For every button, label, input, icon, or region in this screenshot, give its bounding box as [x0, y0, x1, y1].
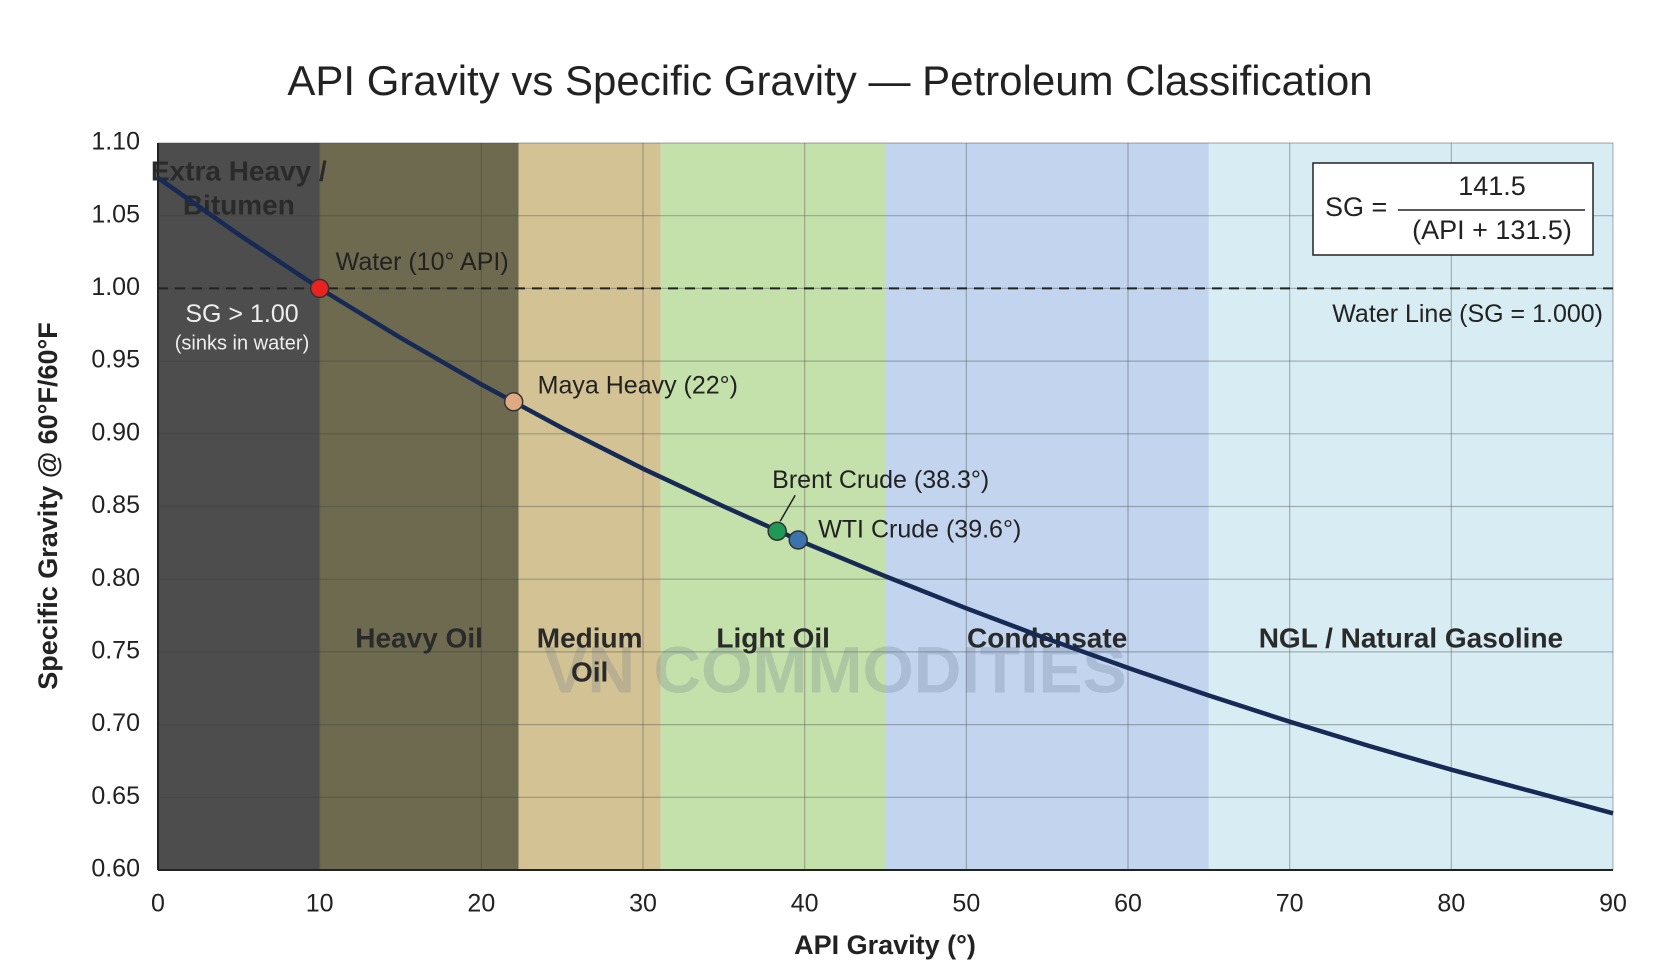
y-tick-label: 0.65: [91, 782, 140, 810]
region: [885, 143, 1209, 870]
y-tick-label: 1.10: [91, 128, 140, 156]
formula: SG = 141.5 (API + 131.5): [1312, 162, 1594, 256]
leader-line: [779, 494, 796, 522]
region-label: Light Oil: [716, 622, 830, 653]
formula-box: [1312, 162, 1594, 256]
annotation: (sinks in water): [175, 333, 309, 355]
x-axis-label: API Gravity (°): [794, 930, 976, 960]
x-tick-label: 80: [1437, 890, 1465, 918]
x-tick-label: 10: [306, 890, 334, 918]
annotation: SG > 1.00: [185, 300, 298, 328]
point-label: Water (10° API): [336, 248, 509, 276]
region: [319, 143, 519, 870]
data-line: [156, 176, 1614, 816]
reference-label: Water Line (SG = 1.000): [1332, 300, 1603, 328]
y-tick-label: 0.85: [91, 491, 140, 519]
x-tick-label: 90: [1599, 890, 1627, 918]
data-point: [503, 392, 524, 412]
y-axis-label: Specific Gravity @ 60°F/60°F: [33, 322, 63, 690]
watermark: VN COMMODITIES: [543, 632, 1126, 706]
formula-lhs: SG =: [1325, 192, 1387, 222]
y-tick-label: 1.05: [91, 200, 140, 228]
data-point: [767, 521, 787, 541]
data-point: [309, 278, 330, 299]
region-label: Medium: [537, 622, 643, 653]
region: [158, 143, 320, 870]
region-label: Bitumen: [183, 189, 295, 220]
y-tick-label: 0.60: [91, 855, 140, 883]
x-tick-label: 30: [629, 890, 657, 918]
x-tick-label: 50: [952, 890, 980, 918]
y-tick-label: 0.75: [91, 637, 140, 665]
x-tick-label: 70: [1276, 890, 1304, 918]
point-label: Brent Crude (38.3°): [772, 466, 989, 494]
x-tick-label: 20: [467, 890, 495, 918]
region: [660, 143, 886, 870]
y-tick-label: 0.90: [91, 418, 140, 446]
formula-numerator: 141.5: [1458, 171, 1526, 201]
region-label: Oil: [571, 656, 608, 687]
point-label: WTI Crude (39.6°): [818, 516, 1021, 544]
x-tick-label: 0: [151, 890, 165, 918]
region: [518, 143, 661, 870]
y-tick-label: 1.00: [91, 273, 140, 301]
region-label: NGL / Natural Gasoline: [1259, 622, 1563, 653]
region-label: Extra Heavy /: [151, 155, 327, 186]
y-tick-label: 0.70: [91, 709, 140, 737]
data-point: [788, 530, 808, 550]
y-tick-label: 0.95: [91, 346, 140, 374]
region-label: Heavy Oil: [355, 622, 483, 653]
x-tick-label: 60: [1114, 890, 1142, 918]
y-tick-label: 0.80: [91, 564, 140, 592]
point-label: Maya Heavy (22°): [538, 371, 738, 399]
x-tick-label: 40: [791, 890, 819, 918]
formula-denominator: (API + 131.5): [1412, 215, 1572, 245]
region: [1208, 143, 1613, 870]
chart-title: API Gravity vs Specific Gravity — Petrol…: [287, 57, 1372, 104]
